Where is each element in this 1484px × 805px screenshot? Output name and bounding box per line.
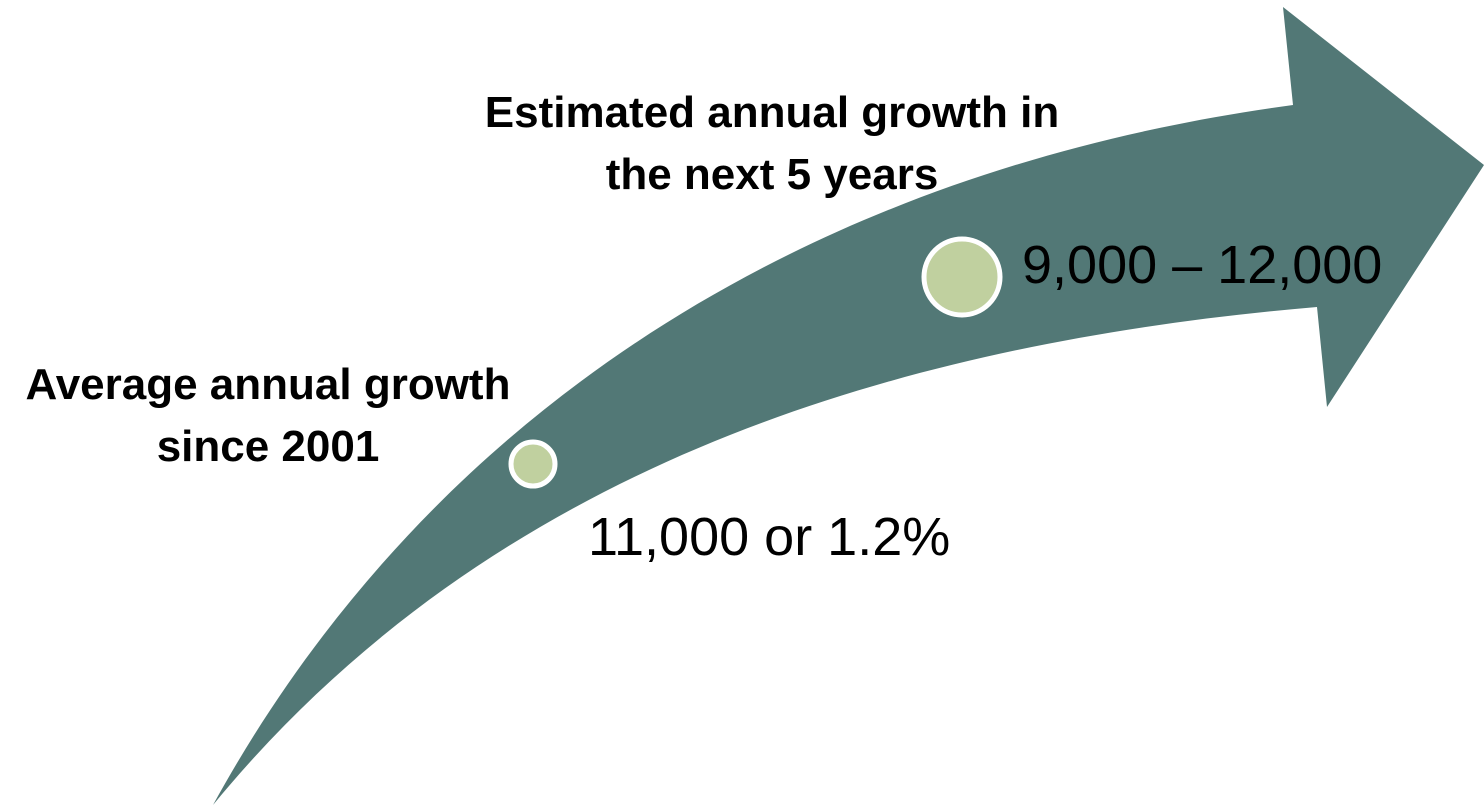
future-milestone-marker: [921, 236, 1003, 318]
future-growth-heading: Estimated annual growth in the next 5 ye…: [462, 82, 1082, 206]
future-growth-value: 9,000 – 12,000: [1022, 235, 1383, 295]
future-growth-heading-line1: Estimated annual growth in: [484, 88, 1060, 137]
past-growth-value: 11,000 or 1.2%: [588, 507, 951, 567]
curved-arrow-shape: [213, 7, 1484, 805]
future-growth-heading-line2: the next 5 years: [605, 150, 939, 199]
past-milestone-marker: [508, 439, 558, 489]
past-growth-heading: Average annual growth since 2001: [4, 354, 532, 478]
past-growth-heading-line1: Average annual growth: [25, 360, 511, 409]
past-growth-heading-line2: since 2001: [156, 422, 380, 471]
